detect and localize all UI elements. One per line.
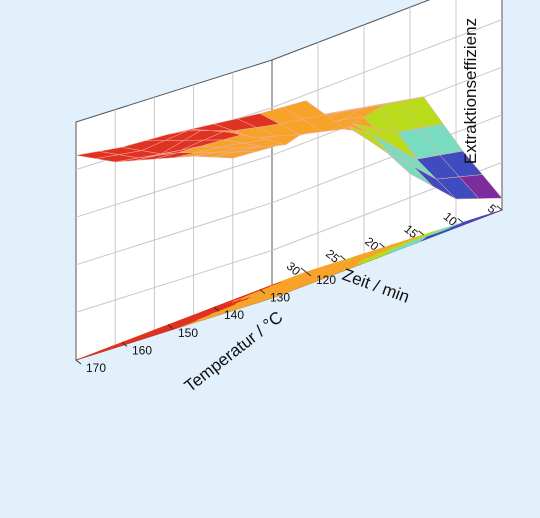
contour-projection xyxy=(75,209,503,361)
y-tick-mark xyxy=(75,359,82,365)
x-tick-mark xyxy=(300,267,307,273)
surface-plot xyxy=(75,96,503,200)
x-tick-mark xyxy=(457,218,464,223)
y-tick-mark xyxy=(213,306,220,312)
grid-line-z xyxy=(75,161,503,313)
surface-cell xyxy=(282,100,327,120)
grid-line-z xyxy=(75,66,503,218)
x-tick-mark xyxy=(339,255,346,260)
y-tick-mark xyxy=(259,289,266,294)
y-tick-label: 140 xyxy=(224,308,244,322)
y-tick-label: 170 xyxy=(86,361,106,375)
x-tick-mark xyxy=(418,230,424,236)
y-tick-mark xyxy=(167,324,174,330)
x-tick-mark xyxy=(496,205,503,211)
y-tick-label: 160 xyxy=(132,343,152,357)
y-tick-label: 150 xyxy=(178,326,198,340)
x-axis-title: Zeit / min xyxy=(340,265,412,307)
y-tick-label: 120 xyxy=(316,273,336,287)
y-tick-label: 130 xyxy=(270,291,290,305)
z-axis-title: Extraktionseffizienz xyxy=(461,18,480,164)
x-tick-mark xyxy=(379,242,385,248)
y-tick-mark xyxy=(121,342,128,347)
y-tick-mark xyxy=(305,271,312,277)
